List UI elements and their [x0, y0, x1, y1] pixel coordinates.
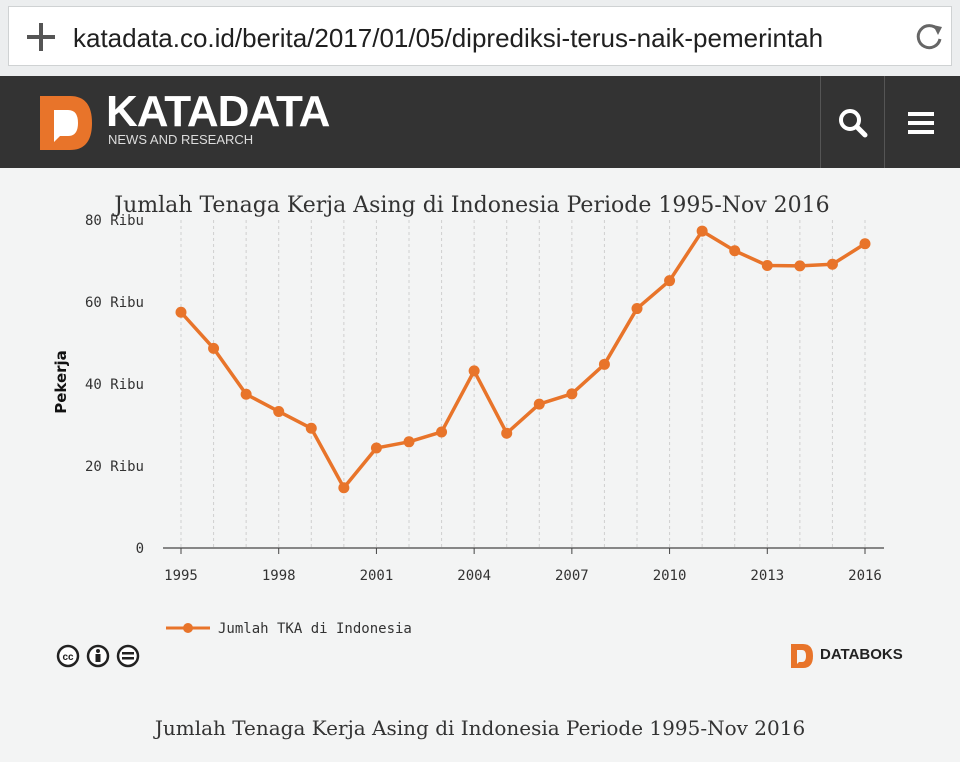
legend-label: Jumlah TKA di Indonesia [218, 621, 412, 637]
data-point [240, 388, 252, 400]
data-point [664, 275, 676, 287]
y-axis-ticks: 0 20 Ribu 40 Ribu 60 Ribu 80 Ribu [85, 213, 144, 557]
new-tab-plus-icon[interactable] [23, 19, 59, 55]
menu-icon[interactable] [904, 106, 938, 140]
header-divider [820, 76, 821, 168]
chart-title: Jumlah Tenaga Kerja Asing di Indonesia P… [112, 193, 829, 218]
data-point [208, 342, 220, 354]
data-point [729, 245, 741, 257]
data-point [598, 358, 610, 370]
browser-url-bar: katadata.co.id/berita/2017/01/05/dipredi… [0, 0, 960, 76]
legend-marker [183, 623, 193, 633]
x-tick-label: 2004 [457, 568, 491, 584]
data-point [338, 482, 350, 494]
data-point [436, 426, 448, 438]
logo-tagline: NEWS AND RESEARCH [108, 132, 254, 147]
svg-text:cc: cc [62, 652, 74, 663]
search-icon[interactable] [836, 106, 870, 140]
data-point [273, 405, 285, 417]
header-divider [884, 76, 885, 168]
legend: Jumlah TKA di Indonesia [166, 621, 412, 637]
data-point [501, 427, 513, 439]
y-tick-label: 0 [136, 541, 144, 557]
data-point [468, 365, 480, 377]
chart-caption: Jumlah Tenaga Kerja Asing di Indonesia P… [154, 716, 806, 740]
data-point [403, 436, 415, 448]
data-point [631, 303, 643, 315]
no-derivatives-icon [116, 644, 140, 668]
databoks-brand[interactable]: DATABOKS [820, 646, 903, 663]
y-tick-label: 60 Ribu [85, 295, 144, 311]
y-tick-label: 40 Ribu [85, 377, 144, 393]
x-tick-label: 2001 [360, 568, 394, 584]
data-point [305, 422, 317, 434]
data-point [566, 388, 578, 400]
data-point [533, 398, 545, 410]
data-point [696, 225, 708, 237]
data-point [761, 260, 773, 272]
url-text[interactable]: katadata.co.id/berita/2017/01/05/dipredi… [73, 23, 824, 53]
series-jumlah-tka [175, 225, 871, 494]
x-tick-label: 2013 [750, 568, 784, 584]
x-tick-label: 2010 [653, 568, 687, 584]
creative-commons-license[interactable]: cc [56, 644, 140, 668]
data-point [370, 442, 382, 454]
attribution-icon [86, 644, 110, 668]
x-tick-label: 2016 [848, 568, 882, 584]
logo-name[interactable]: KATADATA [106, 87, 330, 136]
cc-icon: cc [56, 644, 80, 668]
series-line [179, 229, 866, 490]
y-tick-label: 80 Ribu [85, 213, 144, 229]
reload-icon[interactable] [913, 21, 945, 53]
line-chart: Jumlah Tenaga Kerja Asing di Indonesia P… [52, 193, 884, 637]
data-point [826, 258, 838, 270]
x-tick-label: 1995 [164, 568, 198, 584]
x-axis-ticks: 1995 1998 2001 2004 2007 2010 2013 2016 [164, 548, 882, 584]
site-header: KATADATA NEWS AND RESEARCH [0, 76, 960, 168]
databoks-logo-icon[interactable] [790, 643, 814, 669]
data-point [175, 306, 187, 318]
grid-lines [180, 220, 866, 548]
katadata-logo-icon[interactable] [36, 92, 96, 154]
address-box[interactable]: katadata.co.id/berita/2017/01/05/dipredi… [8, 6, 952, 66]
x-tick-label: 1998 [262, 568, 296, 584]
data-point [859, 238, 871, 250]
y-axis-label: Pekerja [52, 350, 70, 414]
y-tick-label: 20 Ribu [85, 459, 144, 475]
x-tick-label: 2007 [555, 568, 589, 584]
data-point [794, 260, 806, 272]
